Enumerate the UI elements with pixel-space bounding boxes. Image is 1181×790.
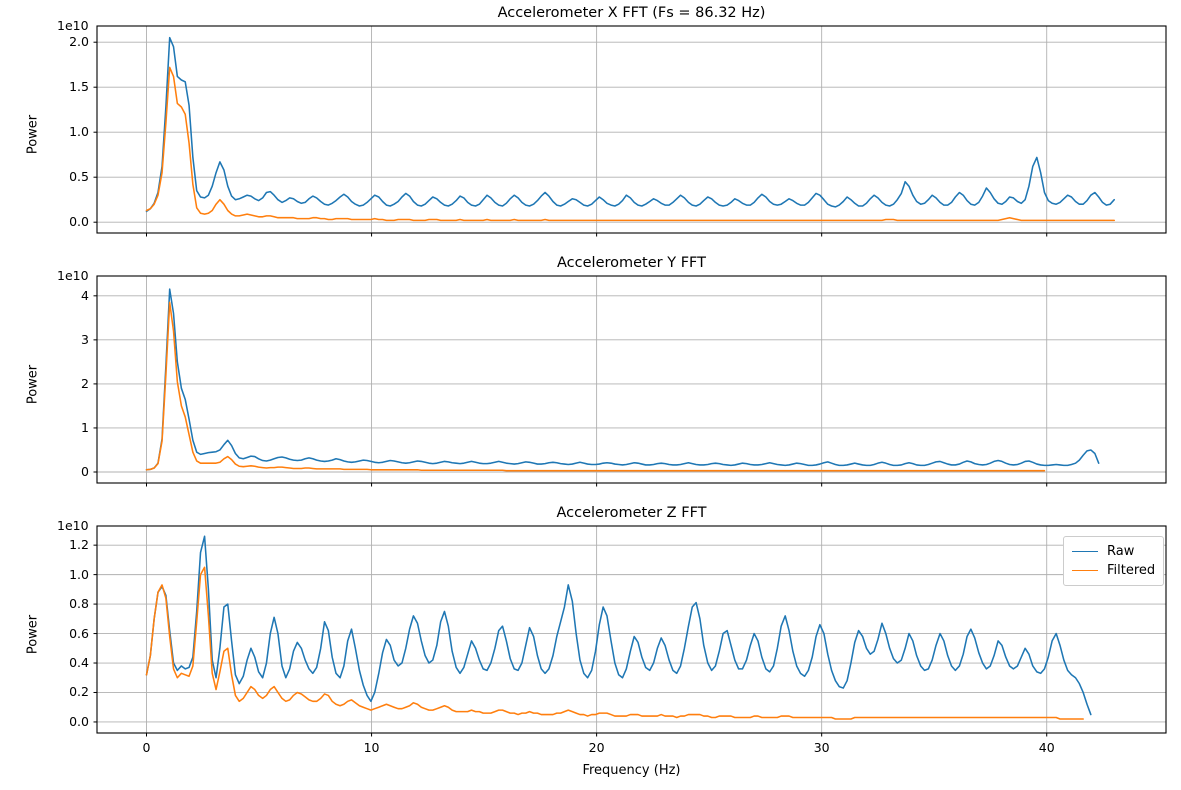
legend-label-filtered: Filtered xyxy=(1107,563,1156,578)
grid-lines xyxy=(97,276,1166,483)
plot-canvas-x xyxy=(93,25,1167,237)
subplot-accelerometer-x: Accelerometer X FFT (Fs = 86.32 Hz) 1e10… xyxy=(0,0,1181,250)
x-tick-label: 30 xyxy=(813,740,830,755)
plot-canvas-y xyxy=(93,275,1167,487)
subplot-title-z: Accelerometer Z FFT xyxy=(556,505,707,521)
y-tick-label: 1.5 xyxy=(69,79,89,95)
subplot-accelerometer-z: Accelerometer Z FFT 1e10 Power Frequency… xyxy=(0,500,1181,790)
legend: Raw Filtered xyxy=(1063,536,1165,586)
series-filtered xyxy=(145,566,1084,720)
x-axis-label: Frequency (Hz) xyxy=(582,763,681,778)
y-offset-text-x: 1e10 xyxy=(57,18,89,33)
series-filtered xyxy=(145,301,1046,472)
legend-item-filtered: Filtered xyxy=(1072,561,1155,580)
legend-swatch-filtered xyxy=(1072,570,1098,571)
y-tick-label: 3 xyxy=(81,331,89,347)
legend-swatch-raw xyxy=(1072,551,1098,552)
subplot-title-y: Accelerometer Y FFT xyxy=(557,255,706,271)
grid-lines xyxy=(97,526,1166,733)
x-tick-label: 0 xyxy=(142,740,151,755)
y-tick-label: 1.0 xyxy=(69,124,89,140)
y-tick-label: 0.4 xyxy=(69,655,89,671)
y-tick-label: 0.5 xyxy=(69,169,89,185)
series-raw xyxy=(145,535,1092,716)
y-tick-label: 0.0 xyxy=(69,713,89,729)
legend-label-raw: Raw xyxy=(1107,544,1135,559)
series-filtered xyxy=(145,66,1116,222)
axes-frame xyxy=(96,25,1167,234)
subplot-title-x: Accelerometer X FFT (Fs = 86.32 Hz) xyxy=(497,5,766,21)
x-tick-label: 40 xyxy=(1038,740,1055,755)
y-tick-label: 0.6 xyxy=(69,625,89,641)
legend-item-raw: Raw xyxy=(1072,542,1155,561)
series-raw xyxy=(145,288,1100,471)
y-tick-label: 0.2 xyxy=(69,684,89,700)
y-tick-label: 0 xyxy=(81,463,89,479)
y-tick-label: 2.0 xyxy=(69,34,89,50)
x-tick-label: 10 xyxy=(363,740,380,755)
y-tick-label: 2 xyxy=(81,375,89,391)
y-tick-label: 1 xyxy=(81,419,89,435)
y-tick-label: 4 xyxy=(81,287,89,303)
y-offset-text-z: 1e10 xyxy=(57,518,89,533)
y-offset-text-y: 1e10 xyxy=(57,268,89,283)
y-tick-label: 0.0 xyxy=(69,214,89,230)
x-tick-label: 20 xyxy=(588,740,605,755)
y-tick-label: 1.0 xyxy=(69,566,89,582)
axes-frame xyxy=(96,525,1167,734)
axes-frame xyxy=(96,275,1167,484)
y-tick-label: 1.2 xyxy=(69,537,89,553)
plot-canvas-z xyxy=(93,525,1167,737)
y-tick-label: 0.8 xyxy=(69,596,89,612)
series-raw xyxy=(145,36,1116,213)
